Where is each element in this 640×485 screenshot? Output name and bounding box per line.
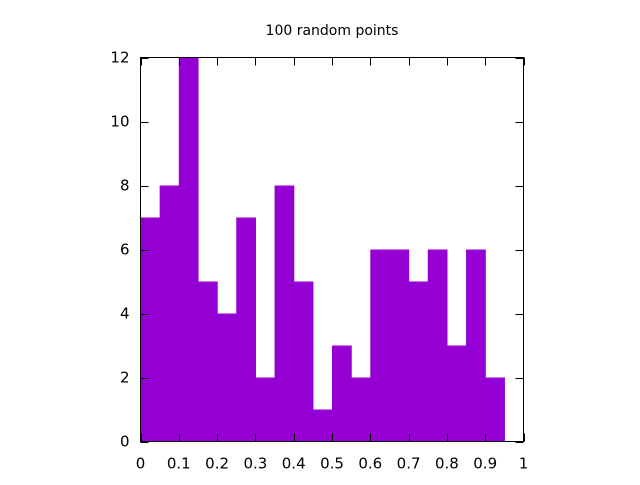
x-tick-label: 0.1 <box>167 455 191 473</box>
histogram-bar <box>466 249 486 442</box>
histogram-bar <box>159 185 180 442</box>
histogram-bar <box>140 217 161 442</box>
x-tick-label: 0.5 <box>320 455 344 473</box>
histogram-bar <box>446 345 467 442</box>
ticks-layer <box>140 57 525 443</box>
histogram-bar <box>427 249 448 442</box>
histogram-bar <box>236 217 256 442</box>
y-tick-label: 12 <box>110 49 129 67</box>
y-tick-label: 8 <box>120 177 130 195</box>
histogram-bar <box>255 377 276 442</box>
histogram-bar <box>370 249 391 442</box>
histogram-bar <box>312 409 333 442</box>
y-tick-label: 0 <box>120 433 130 451</box>
x-tick-label: 0.3 <box>243 455 267 473</box>
x-tick-label: 0.9 <box>473 455 497 473</box>
histogram-bar <box>389 249 410 442</box>
x-tick-label: 0 <box>136 455 146 473</box>
y-tick-label: 4 <box>120 305 130 323</box>
chart-title: 100 random points <box>266 23 399 39</box>
y-tick-label: 6 <box>120 241 130 259</box>
histogram-bar <box>274 185 295 442</box>
x-tick-label: 0.2 <box>205 455 229 473</box>
x-tick-label: 0.4 <box>282 455 306 473</box>
histogram-bar <box>217 313 237 442</box>
histogram-bar <box>351 377 371 442</box>
histogram-bar <box>485 377 505 442</box>
x-tick-label: 0.7 <box>397 455 421 473</box>
y-tick-label: 2 <box>120 369 130 387</box>
x-tick-label: 1 <box>519 455 529 473</box>
x-tick-label: 0.6 <box>358 455 382 473</box>
histogram-bar <box>293 281 314 442</box>
histogram-bar <box>408 281 429 442</box>
histogram-bar <box>332 345 352 442</box>
bars-layer <box>140 57 505 442</box>
y-tick-label: 10 <box>110 113 129 131</box>
histogram-bar <box>178 57 199 442</box>
x-tick-label: 0.8 <box>435 455 459 473</box>
histogram-bar <box>197 281 218 442</box>
